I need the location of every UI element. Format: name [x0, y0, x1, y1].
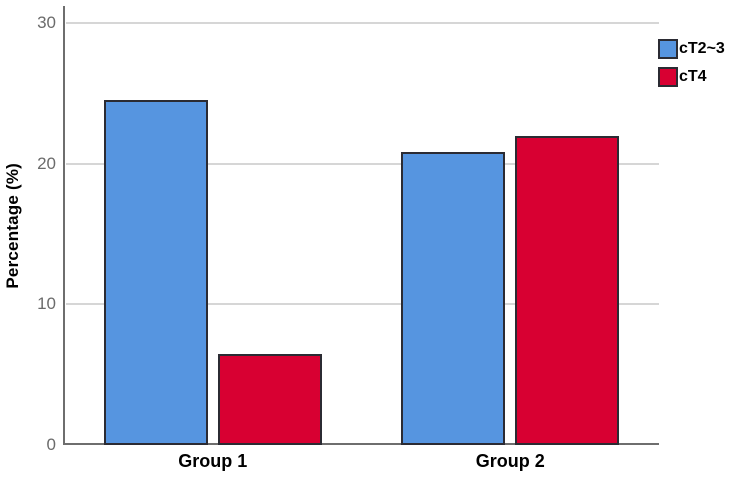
bar-cT2~3-group-1 — [103, 100, 208, 445]
x-category-label-2: Group 2 — [475, 451, 545, 471]
y-axis-line — [63, 6, 65, 445]
x-axis-line — [63, 443, 659, 445]
legend-swatch-ct2-3-icon — [658, 39, 678, 59]
legend-item-ct2-3: cT2~3 — [658, 39, 725, 59]
y-tick-label-10: 10 — [37, 294, 56, 314]
y-tick-label-0: 0 — [46, 435, 56, 454]
bar-cT2~3-group-2 — [401, 152, 506, 445]
legend: cT2~3 cT4 — [658, 39, 725, 87]
legend-label-ct2-3: cT2~3 — [679, 40, 725, 57]
gridline-20 — [66, 162, 659, 165]
x-category-label-1: Group 1 — [178, 451, 248, 471]
legend-item-ct4: cT4 — [658, 67, 725, 87]
gridline-10 — [66, 303, 659, 306]
legend-swatch-ct4-icon — [658, 67, 678, 87]
gridline-30 — [66, 22, 659, 24]
y-axis-title: Percentage (%) — [0, 6, 26, 445]
bar-cT4-group-2 — [515, 135, 620, 445]
y-tick-label-30: 30 — [37, 13, 56, 32]
y-tick-label-20: 20 — [37, 153, 56, 173]
bar-cT4-group-1 — [217, 353, 322, 445]
y-axis-title-text: Percentage (%) — [3, 162, 22, 289]
legend-label-ct4: cT4 — [679, 68, 707, 85]
